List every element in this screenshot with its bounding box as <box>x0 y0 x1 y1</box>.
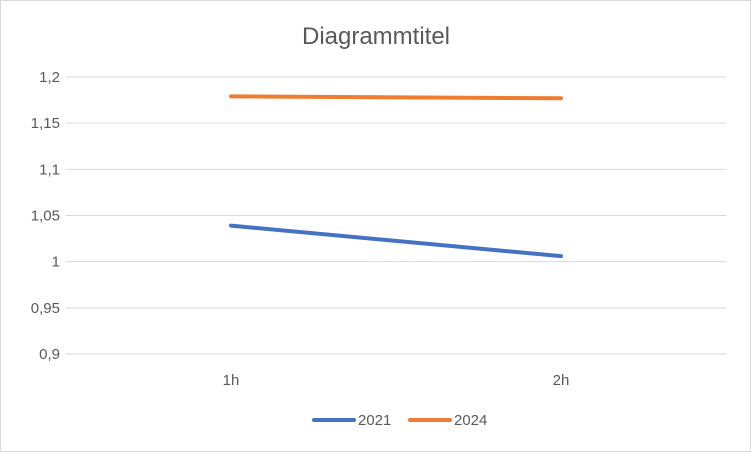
legend-label-2024[interactable]: 2024 <box>454 412 487 429</box>
legend-label-2021[interactable]: 2021 <box>358 412 391 429</box>
y-tick-label: 1,05 <box>31 208 60 225</box>
legend[interactable]: 2021 2024 <box>312 412 487 429</box>
y-axis-tick-labels: 0,9 0,95 1 1,05 1,1 1,15 1,2 <box>31 69 60 363</box>
series-line-2021[interactable] <box>229 223 563 259</box>
y-tick-label: 1,1 <box>39 161 60 178</box>
y-tick-label: 0,9 <box>39 346 60 363</box>
series-lines <box>229 94 563 259</box>
y-tick-label: 1,15 <box>31 115 60 132</box>
x-axis-tick-labels: 1h 2h <box>223 372 570 389</box>
chart-title: Diagrammtitel <box>302 23 450 50</box>
x-tick-label: 2h <box>553 372 570 389</box>
y-tick-label: 1 <box>52 254 60 271</box>
y-tick-label: 0,95 <box>31 300 60 317</box>
series-line-2024[interactable] <box>229 94 563 101</box>
y-tick-label: 1,2 <box>39 69 60 86</box>
x-tick-label: 1h <box>223 372 240 389</box>
gridlines <box>66 76 726 355</box>
